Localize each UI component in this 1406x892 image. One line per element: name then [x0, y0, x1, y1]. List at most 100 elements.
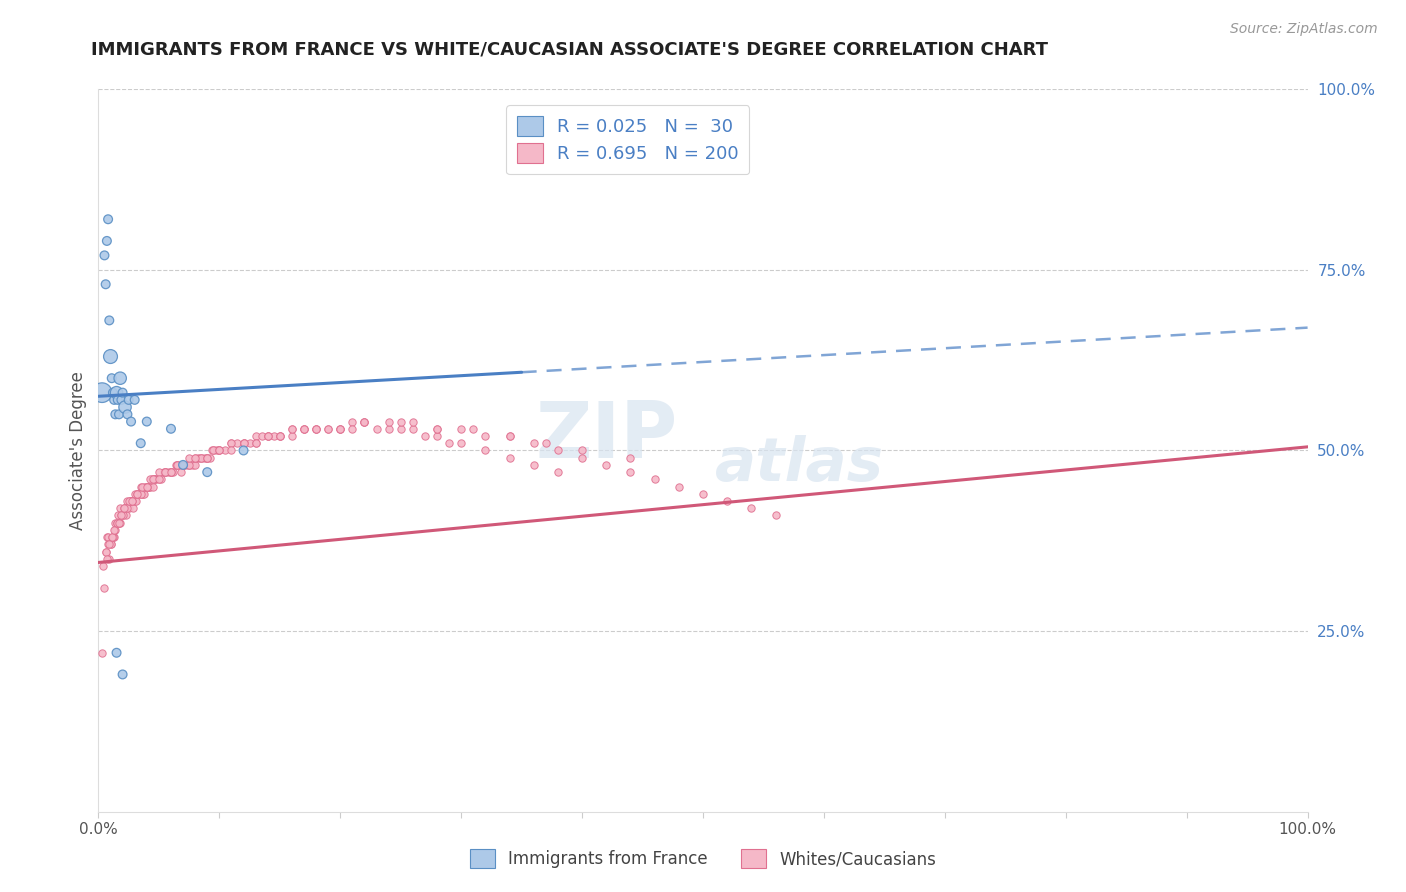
- Point: [169, 465, 191, 479]
- Point: [523, 436, 546, 450]
- Point: [195, 450, 218, 465]
- Point: [740, 501, 762, 516]
- Point: [111, 508, 134, 523]
- Point: [353, 415, 375, 429]
- Point: [239, 436, 262, 450]
- Point: [111, 667, 134, 681]
- Point: [166, 458, 188, 472]
- Point: [198, 450, 221, 465]
- Point: [100, 350, 122, 364]
- Point: [316, 422, 339, 436]
- Point: [121, 494, 143, 508]
- Point: [97, 530, 120, 544]
- Point: [256, 429, 278, 443]
- Point: [188, 450, 211, 465]
- Point: [131, 487, 153, 501]
- Point: [98, 537, 121, 551]
- Point: [128, 487, 150, 501]
- Point: [120, 415, 142, 429]
- Point: [619, 450, 641, 465]
- Point: [174, 458, 197, 472]
- Legend: R = 0.025   N =  30, R = 0.695   N = 200: R = 0.025 N = 30, R = 0.695 N = 200: [506, 105, 749, 174]
- Text: IMMIGRANTS FROM FRANCE VS WHITE/CAUCASIAN ASSOCIATE'S DEGREE CORRELATION CHART: IMMIGRANTS FROM FRANCE VS WHITE/CAUCASIA…: [91, 40, 1049, 58]
- Point: [118, 494, 141, 508]
- Point: [245, 436, 267, 450]
- Point: [450, 436, 472, 450]
- Point: [101, 385, 124, 400]
- Point: [110, 392, 132, 407]
- Point: [256, 429, 278, 443]
- Point: [91, 559, 114, 574]
- Point: [117, 407, 139, 421]
- Point: [190, 450, 212, 465]
- Point: [93, 248, 115, 262]
- Point: [377, 422, 399, 436]
- Point: [114, 501, 136, 516]
- Point: [221, 436, 243, 450]
- Point: [127, 487, 149, 501]
- Point: [342, 422, 364, 436]
- Point: [115, 508, 138, 523]
- Point: [100, 371, 122, 385]
- Text: atlas: atlas: [716, 435, 884, 494]
- Point: [250, 429, 273, 443]
- Point: [111, 508, 134, 523]
- Point: [571, 450, 593, 465]
- Point: [342, 415, 364, 429]
- Point: [124, 392, 146, 407]
- Point: [232, 443, 254, 458]
- Point: [103, 523, 125, 537]
- Point: [498, 429, 520, 443]
- Point: [135, 415, 157, 429]
- Point: [595, 458, 617, 472]
- Point: [117, 501, 139, 516]
- Point: [141, 472, 163, 486]
- Point: [97, 537, 120, 551]
- Point: [153, 465, 176, 479]
- Point: [105, 516, 128, 530]
- Point: [292, 422, 315, 436]
- Point: [177, 458, 200, 472]
- Point: [413, 429, 436, 443]
- Point: [172, 458, 194, 472]
- Point: [100, 537, 122, 551]
- Point: [232, 436, 254, 450]
- Point: [110, 508, 132, 523]
- Point: [96, 551, 118, 566]
- Point: [135, 480, 157, 494]
- Point: [179, 450, 201, 465]
- Point: [93, 581, 115, 595]
- Text: Source: ZipAtlas.com: Source: ZipAtlas.com: [1230, 22, 1378, 37]
- Legend: Immigrants from France, Whites/Caucasians: Immigrants from France, Whites/Caucasian…: [463, 843, 943, 875]
- Point: [142, 480, 165, 494]
- Point: [135, 480, 157, 494]
- Point: [112, 501, 135, 516]
- Point: [94, 544, 117, 558]
- Point: [474, 429, 496, 443]
- Point: [118, 392, 141, 407]
- Point: [118, 494, 141, 508]
- Point: [127, 487, 149, 501]
- Point: [127, 487, 149, 501]
- Point: [172, 458, 194, 472]
- Point: [329, 422, 352, 436]
- Point: [103, 530, 125, 544]
- Point: [195, 450, 218, 465]
- Point: [179, 458, 201, 472]
- Point: [329, 422, 352, 436]
- Point: [305, 422, 328, 436]
- Point: [108, 407, 131, 421]
- Point: [353, 415, 375, 429]
- Point: [181, 458, 204, 472]
- Point: [195, 450, 218, 465]
- Point: [668, 480, 690, 494]
- Point: [155, 465, 177, 479]
- Point: [329, 422, 352, 436]
- Point: [143, 472, 166, 486]
- Point: [450, 422, 472, 436]
- Point: [214, 443, 236, 458]
- Point: [148, 465, 170, 479]
- Point: [98, 551, 121, 566]
- Point: [157, 465, 180, 479]
- Point: [114, 400, 136, 414]
